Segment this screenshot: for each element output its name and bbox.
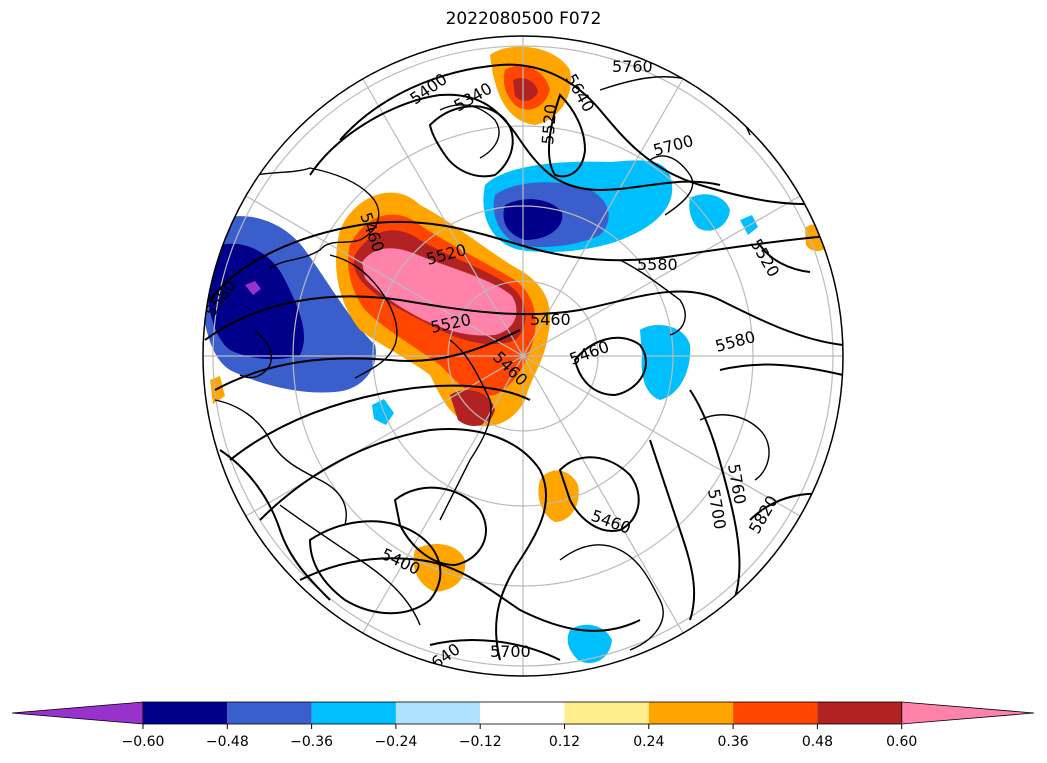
colorbar-tick-label: −0.36: [290, 734, 333, 750]
colorbar-swatch: [395, 702, 481, 724]
colorbar-swatch: [480, 702, 565, 724]
polar-map: 5400 5340 5640 5760 5700 5520 5580 5520 …: [202, 35, 844, 677]
colorbar-tick-label: 0.48: [802, 734, 833, 750]
colorbar-swatch: [564, 702, 649, 724]
colorbar-tick-label: −0.24: [374, 734, 417, 750]
colorbar-tick-label: 0.36: [718, 734, 749, 750]
colorbar-frame: [142, 701, 903, 725]
map-boundary: [202, 35, 844, 677]
coastlines: [214, 76, 770, 651]
colorbar-tick-label: 0.12: [549, 734, 580, 750]
colorbar-swatch: [143, 702, 228, 724]
colorbar-swatch: [311, 702, 396, 724]
contour-label: 5460: [530, 310, 571, 329]
colorbar-extend-high: [901, 701, 1035, 725]
colorbar-tick-label: −0.60: [122, 734, 165, 750]
colorbar-tick-label: −0.48: [206, 734, 249, 750]
colorbar-tick-label: 0.24: [633, 734, 664, 750]
contour-label: 5520: [538, 103, 560, 145]
colorbar-swatch: [733, 702, 818, 724]
contour-label: 5760: [612, 57, 653, 76]
map-title: 2022080500 F072: [445, 9, 602, 29]
contour-label: 5700: [490, 642, 531, 661]
colorbar-tick-label: 0.60: [886, 734, 917, 750]
height-contours: [204, 63, 843, 661]
colorbar-swatch: [227, 702, 312, 724]
colorbar-swatch: [648, 702, 734, 724]
colorbar-tick-label: −0.12: [459, 734, 502, 750]
colorbar-extend-low: [11, 701, 144, 725]
anomaly-shading: [203, 46, 832, 664]
contour-label: 5580: [637, 255, 678, 274]
colorbar-swatch: [817, 702, 902, 724]
